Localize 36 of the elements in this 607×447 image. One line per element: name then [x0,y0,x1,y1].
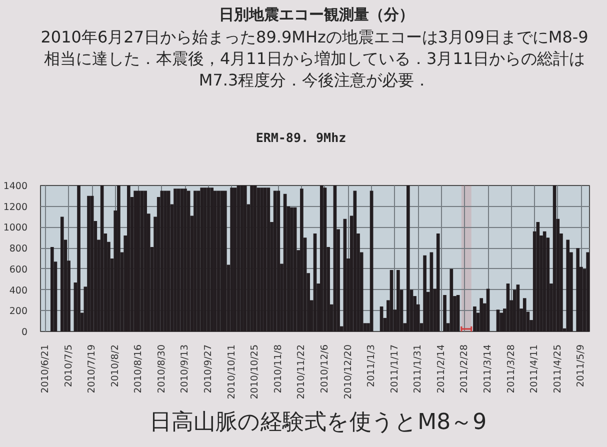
y-tick-label: 1200 [3,202,28,213]
x-tick-label: 2010/7/19 [86,344,98,394]
x-tick-label: 2011/1/31 [412,344,424,394]
x-tick-label: 2011/3/28 [506,344,517,394]
chart-title: 日別地震エコー観測量（分） [218,6,414,24]
x-tick-label: 2010/11/8 [272,344,284,394]
x-tick-label: 2011/1/3 [366,344,378,388]
x-tick-label: 2010/11/22 [296,344,308,400]
chart-subtitle: 2010年6月27日から始まった89.9MHzの地震エコーは3月09日までにM8-9 相当に達した．本震後，4月11日から増加している．3月11日からの総計は M7.3程度分．今後注意が必要． [40,28,588,90]
x-tick-label: 2010/12/6 [319,344,330,394]
x-tick-label: 2010/9/27 [203,344,214,394]
x-tick-label: 2010/9/13 [180,344,191,394]
x-tick-label: 2011/2/14 [436,344,447,394]
text: 日高山脈の経験式を使うとM8～9 [150,410,487,435]
x-tick-label: 2010/8/30 [156,344,168,394]
x-tick-label: 2010/10/11 [226,344,238,400]
y-tick-label: 800 [9,244,28,255]
y-tick-label: 600 [9,264,28,276]
y-tick-label: 0 [21,327,28,338]
x-tick-label: 2010/6/21 [40,344,51,394]
x-tick-label: 2010/8/16 [133,344,144,394]
y-tick-label: 1000 [3,222,28,234]
y-tick-label: 1400 [3,181,28,192]
x-tick-label: 2010/12/20 [342,344,354,400]
x-tick-label: 2010/7/5 [63,344,74,388]
x-tick-label: 2011/1/17 [389,344,400,394]
y-tick-label: 200 [9,306,28,318]
x-tick-label: 2011/5/9 [576,344,587,388]
x-tick-label: 2011/4/11 [529,344,540,394]
x-tick-label: 2011/3/14 [482,344,494,394]
x-tick-label: 2010/8/2 [110,344,121,388]
text: ERM-89. 9Mhz [256,130,346,145]
y-tick-label: 400 [9,285,28,296]
x-tick-label: 2011/2/28 [459,344,470,394]
x-tick-label: 2011/4/25 [552,344,564,394]
x-tick-label: 2010/10/25 [250,344,261,400]
